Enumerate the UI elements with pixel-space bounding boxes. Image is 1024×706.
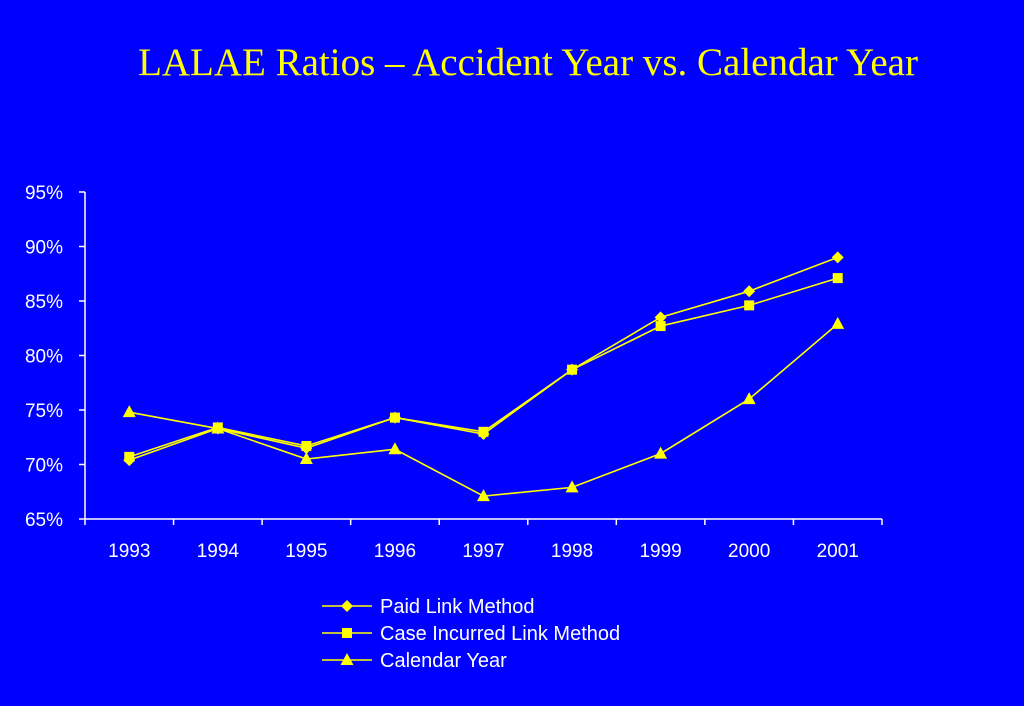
x-tick-label: 2001 <box>817 541 859 562</box>
data-point-calendar-year <box>477 489 490 502</box>
y-tick-label: 85% <box>25 292 63 313</box>
legend-label-paid-link-method: Paid Link Method <box>380 596 535 618</box>
series-lines <box>129 256 839 497</box>
series-line-calendar-year <box>129 323 839 497</box>
data-point-case-incurred-link-method <box>124 451 135 462</box>
data-point-paid-link-method <box>654 311 667 324</box>
axes: 65% 70% 75% 80% 85% 90% 95% 1993 1994 1995 1996 199… <box>25 183 883 562</box>
data-point-calendar-year <box>122 405 136 418</box>
chart-title: LALAE Ratios – Accident Year vs. Calenda… <box>138 41 918 84</box>
data-point-case-incurred-link-method <box>389 412 400 423</box>
x-tick-label: 1998 <box>551 541 593 562</box>
x-tick-label: 1993 <box>108 541 150 562</box>
x-tick-label: 1996 <box>374 541 416 562</box>
data-point-paid-link-method <box>743 285 756 298</box>
series-markers <box>122 251 845 502</box>
data-point-calendar-year <box>299 452 313 465</box>
data-point-case-incurred-link-method <box>478 426 489 437</box>
data-point-calendar-year <box>742 392 756 405</box>
x-tick-label: 1999 <box>639 541 681 562</box>
legend: Paid Link Method Case Incurred Link Metho… <box>322 596 620 672</box>
y-tick-label: 90% <box>25 238 63 259</box>
y-tick-label: 65% <box>25 510 63 531</box>
legend-marker-case-incurred-link-method <box>342 628 352 638</box>
data-point-calendar-year <box>831 316 845 329</box>
data-point-calendar-year <box>654 446 668 459</box>
y-tick-label: 80% <box>25 347 63 368</box>
legend-marker-calendar-year <box>340 653 354 665</box>
legend-label-calendar-year: Calendar Year <box>380 650 507 672</box>
data-point-case-incurred-link-method <box>567 364 578 375</box>
data-point-calendar-year <box>388 442 402 455</box>
x-tick-label: 2000 <box>728 541 770 562</box>
x-tick-label: 1995 <box>285 541 327 562</box>
data-point-calendar-year <box>565 480 579 493</box>
data-point-case-incurred-link-method <box>744 300 755 311</box>
x-tick-label: 1994 <box>197 541 240 562</box>
data-point-case-incurred-link-method <box>832 273 843 284</box>
data-point-paid-link-method <box>831 251 844 264</box>
y-tick-label: 75% <box>25 401 63 422</box>
data-point-case-incurred-link-method <box>655 321 666 332</box>
data-point-calendar-year <box>211 421 225 434</box>
y-tick-label: 70% <box>25 456 63 477</box>
x-tick-label: 1997 <box>462 541 504 562</box>
legend-label-case-incurred-link-method: Case Incurred Link Method <box>380 623 620 645</box>
legend-marker-paid-link-method <box>341 600 353 612</box>
data-point-case-incurred-link-method <box>301 440 312 451</box>
y-tick-label: 95% <box>25 183 63 204</box>
